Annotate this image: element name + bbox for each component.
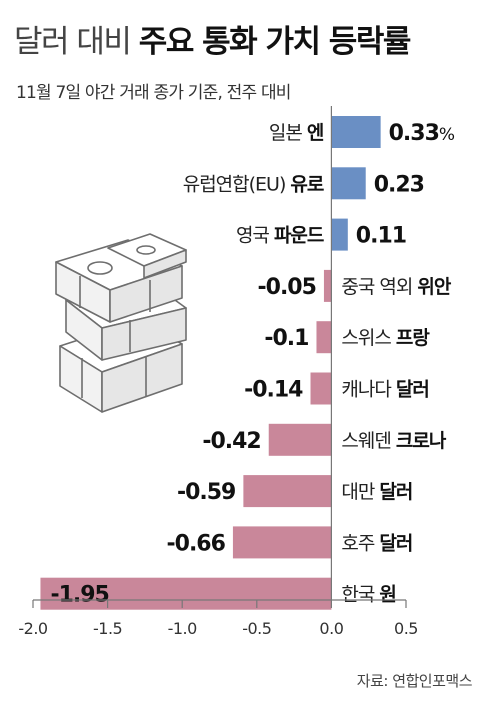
category-prefix: 영국: [236, 225, 274, 247]
currency-name: 달러: [379, 481, 412, 503]
bar-7: [243, 475, 332, 508]
category-prefix: 캐나다: [341, 379, 395, 401]
x-tick-label-4: 0.0: [319, 619, 343, 638]
category-prefix: 스웨덴: [341, 430, 395, 452]
value-text: -0.59: [177, 480, 235, 505]
x-tick-label-3: -0.5: [242, 619, 271, 638]
bar-5: [310, 372, 332, 405]
category-label-4: 스위스 프랑: [341, 327, 430, 349]
currency-name: 엔: [307, 122, 324, 144]
category-prefix: 일본: [269, 122, 307, 144]
currency-name: 달러: [379, 532, 412, 554]
category-label-5: 캐나다 달러: [341, 379, 428, 401]
currency-name: 유로: [290, 173, 323, 195]
value-label-2: 0.11: [356, 224, 406, 249]
category-prefix: 한국: [341, 584, 379, 606]
value-unit: %: [439, 125, 455, 145]
value-label-8: -0.66: [167, 531, 226, 556]
x-tick-label-0: -2.0: [18, 619, 48, 638]
category-label-3: 중국 역외 위안: [341, 276, 451, 298]
value-text: 0.23: [374, 172, 424, 197]
value-label-5: -0.14: [244, 378, 303, 403]
value-label-6: -0.42: [202, 429, 260, 454]
value-text: 0.33: [389, 121, 439, 146]
bar-8: [232, 526, 332, 559]
category-label-9: 한국 원: [341, 584, 395, 606]
value-label-1: 0.23: [374, 172, 424, 197]
currency-name: 달러: [396, 379, 429, 401]
bar-0: [331, 116, 381, 148]
x-tick-label-1: -1.5: [93, 619, 122, 638]
value-text: -0.1: [264, 326, 308, 351]
value-text: -0.42: [202, 429, 260, 454]
chart-title: 달러 대비 주요 통화 가치 등락률: [14, 16, 412, 61]
bars-group: 일본 엔 0.33% 유럽연합(EU) 유로 0.23 영국 파운드 0.11 중국 역외 …: [40, 116, 456, 610]
value-label-3: -0.05: [258, 275, 316, 300]
value-label-9: -1.95: [50, 583, 108, 608]
category-label-0: 일본 엔: [269, 122, 324, 144]
value-label-4: -0.1: [264, 326, 308, 351]
value-text: -0.66: [167, 531, 226, 556]
currency-name: 파운드: [274, 225, 324, 247]
bar-9: [40, 577, 332, 610]
source-note: 자료: 연합인포맥스: [356, 672, 473, 690]
currency-name: 프랑: [396, 327, 430, 349]
category-prefix: 호주: [341, 532, 379, 554]
bar-3: [323, 269, 332, 302]
category-prefix: 스위스: [341, 327, 395, 349]
bar-2: [331, 218, 348, 251]
value-text: -1.95: [50, 583, 108, 608]
x-tick-label-2: -1.0: [168, 619, 198, 638]
value-label-0: 0.33%: [389, 121, 455, 146]
x-axis: -2.0 -1.5 -1.0 -0.5 0.0 0.5: [18, 106, 418, 638]
chart-subtitle: 11월 7일 야간 거래 종가 기준, 전주 대비: [16, 83, 291, 103]
category-label-6: 스웨덴 크로나: [341, 430, 446, 452]
category-prefix: 중국 역외: [341, 276, 417, 298]
category-label-2: 영국 파운드: [236, 225, 324, 247]
category-label-7: 대만 달러: [341, 481, 412, 503]
bar-4: [316, 321, 332, 354]
value-text: -0.14: [244, 378, 303, 403]
category-label-1: 유럽연합(EU) 유로: [183, 173, 324, 195]
value-text: 0.11: [356, 224, 406, 249]
chart-title-light: 달러 대비: [14, 24, 132, 60]
currency-name: 크로나: [396, 430, 447, 452]
currency-name: 원: [379, 584, 395, 606]
value-text: -0.05: [258, 275, 316, 300]
money-stack-icon: [55, 233, 187, 413]
chart-title-bold: 주요 통화 가치 등락률: [138, 24, 412, 60]
x-tick-label-5: 0.5: [394, 619, 418, 638]
bar-6: [268, 423, 332, 456]
bar-1: [331, 167, 366, 200]
category-prefix: 대만: [341, 481, 379, 503]
currency-name: 위안: [417, 276, 451, 298]
value-label-7: -0.59: [177, 480, 235, 505]
category-label-8: 호주 달러: [341, 532, 412, 554]
category-prefix: 유럽연합(EU): [183, 173, 291, 195]
